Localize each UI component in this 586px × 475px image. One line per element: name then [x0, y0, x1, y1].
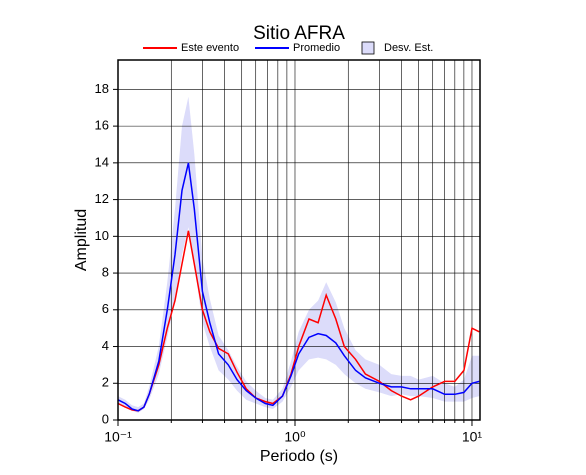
chart-title: Sitio AFRA	[253, 23, 345, 44]
y-tick-label: 12	[95, 191, 109, 206]
series-line	[117, 162, 480, 412]
std-band	[118, 96, 480, 413]
y-tick-label: 8	[102, 264, 109, 279]
y-tick-label: 10	[95, 228, 109, 243]
legend-label: Promedio	[293, 42, 340, 54]
plot-frame	[117, 59, 481, 421]
x-tick-label: 10¹	[462, 429, 483, 445]
y-tick-label: 0	[102, 411, 109, 426]
y-tick-label: 2	[102, 375, 109, 390]
y-tick-label: 18	[95, 81, 109, 96]
legend-label: Este evento	[181, 42, 239, 54]
x-tick-label: 10⁰	[284, 429, 306, 445]
y-tick-label: 4	[102, 338, 109, 353]
legend-label: Desv. Est.	[384, 42, 433, 54]
y-axis-label: Amplitud	[73, 209, 90, 271]
y-tick-label: 16	[95, 118, 109, 133]
x-axis-label: Periodo (s)	[260, 448, 338, 465]
y-tick-label: 6	[102, 301, 109, 316]
legend-swatch	[361, 41, 375, 55]
x-tick-label: 10⁻¹	[104, 429, 132, 445]
y-tick-label: 14	[95, 154, 109, 169]
